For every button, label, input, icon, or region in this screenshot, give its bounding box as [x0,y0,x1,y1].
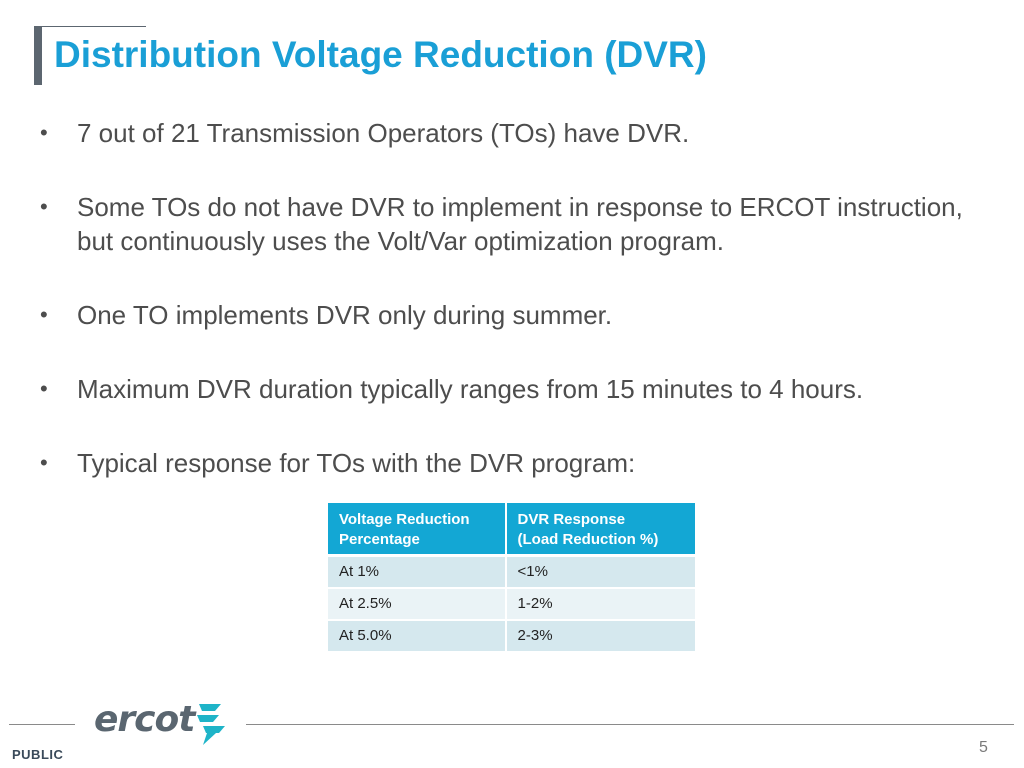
bullet-marker: • [40,190,56,224]
bullet-marker: • [40,298,56,332]
column-header-line: Voltage Reduction [339,510,495,530]
bullet-item: • Maximum DVR duration typically ranges … [40,372,970,406]
bullet-text: 7 out of 21 Transmission Operators (TOs)… [77,118,689,148]
table-row: At 2.5% 1-2% [328,588,695,620]
footer-divider-left [9,724,75,725]
bullet-list: • 7 out of 21 Transmission Operators (TO… [40,116,970,520]
table-cell-response: 1-2% [506,588,695,620]
table-row: At 5.0% 2-3% [328,620,695,652]
bullet-marker: • [40,116,56,150]
classification-label: PUBLIC [12,747,63,762]
title-accent-rule [34,26,146,27]
table-cell-reduction: At 1% [328,556,506,589]
ercot-logo: ercot [94,698,234,748]
table-cell-response: 2-3% [506,620,695,652]
logo-wordmark: ercot [94,698,194,742]
bullet-item: • Typical response for TOs with the DVR … [40,446,970,480]
bullet-item: • Some TOs do not have DVR to implement … [40,190,970,258]
slide-title: Distribution Voltage Reduction (DVR) [54,34,707,76]
bullet-text: One TO implements DVR only during summer… [77,300,612,330]
bullet-text: Maximum DVR duration typically ranges fr… [77,374,863,404]
bullet-text: Typical response for TOs with the DVR pr… [77,448,635,478]
column-header-line: (Load Reduction %) [518,530,685,550]
column-header-line: DVR Response [518,510,685,530]
table-header-row: Voltage Reduction Percentage DVR Respons… [328,503,695,556]
column-header-voltage-reduction: Voltage Reduction Percentage [328,503,506,556]
table-cell-reduction: At 2.5% [328,588,506,620]
title-accent-bar [34,26,42,85]
footer-divider-right [246,724,1014,725]
bullet-item: • 7 out of 21 Transmission Operators (TO… [40,116,970,150]
lightning-logo-icon [189,700,229,746]
page-number: 5 [979,739,988,757]
dvr-response-table: Voltage Reduction Percentage DVR Respons… [328,503,695,653]
bullet-marker: • [40,446,56,480]
bullet-marker: • [40,372,56,406]
table-cell-reduction: At 5.0% [328,620,506,652]
bullet-text: Some TOs do not have DVR to implement in… [77,192,963,256]
bullet-item: • One TO implements DVR only during summ… [40,298,970,332]
table-row: At 1% <1% [328,556,695,589]
column-header-dvr-response: DVR Response (Load Reduction %) [506,503,695,556]
table-cell-response: <1% [506,556,695,589]
column-header-line: Percentage [339,530,495,550]
